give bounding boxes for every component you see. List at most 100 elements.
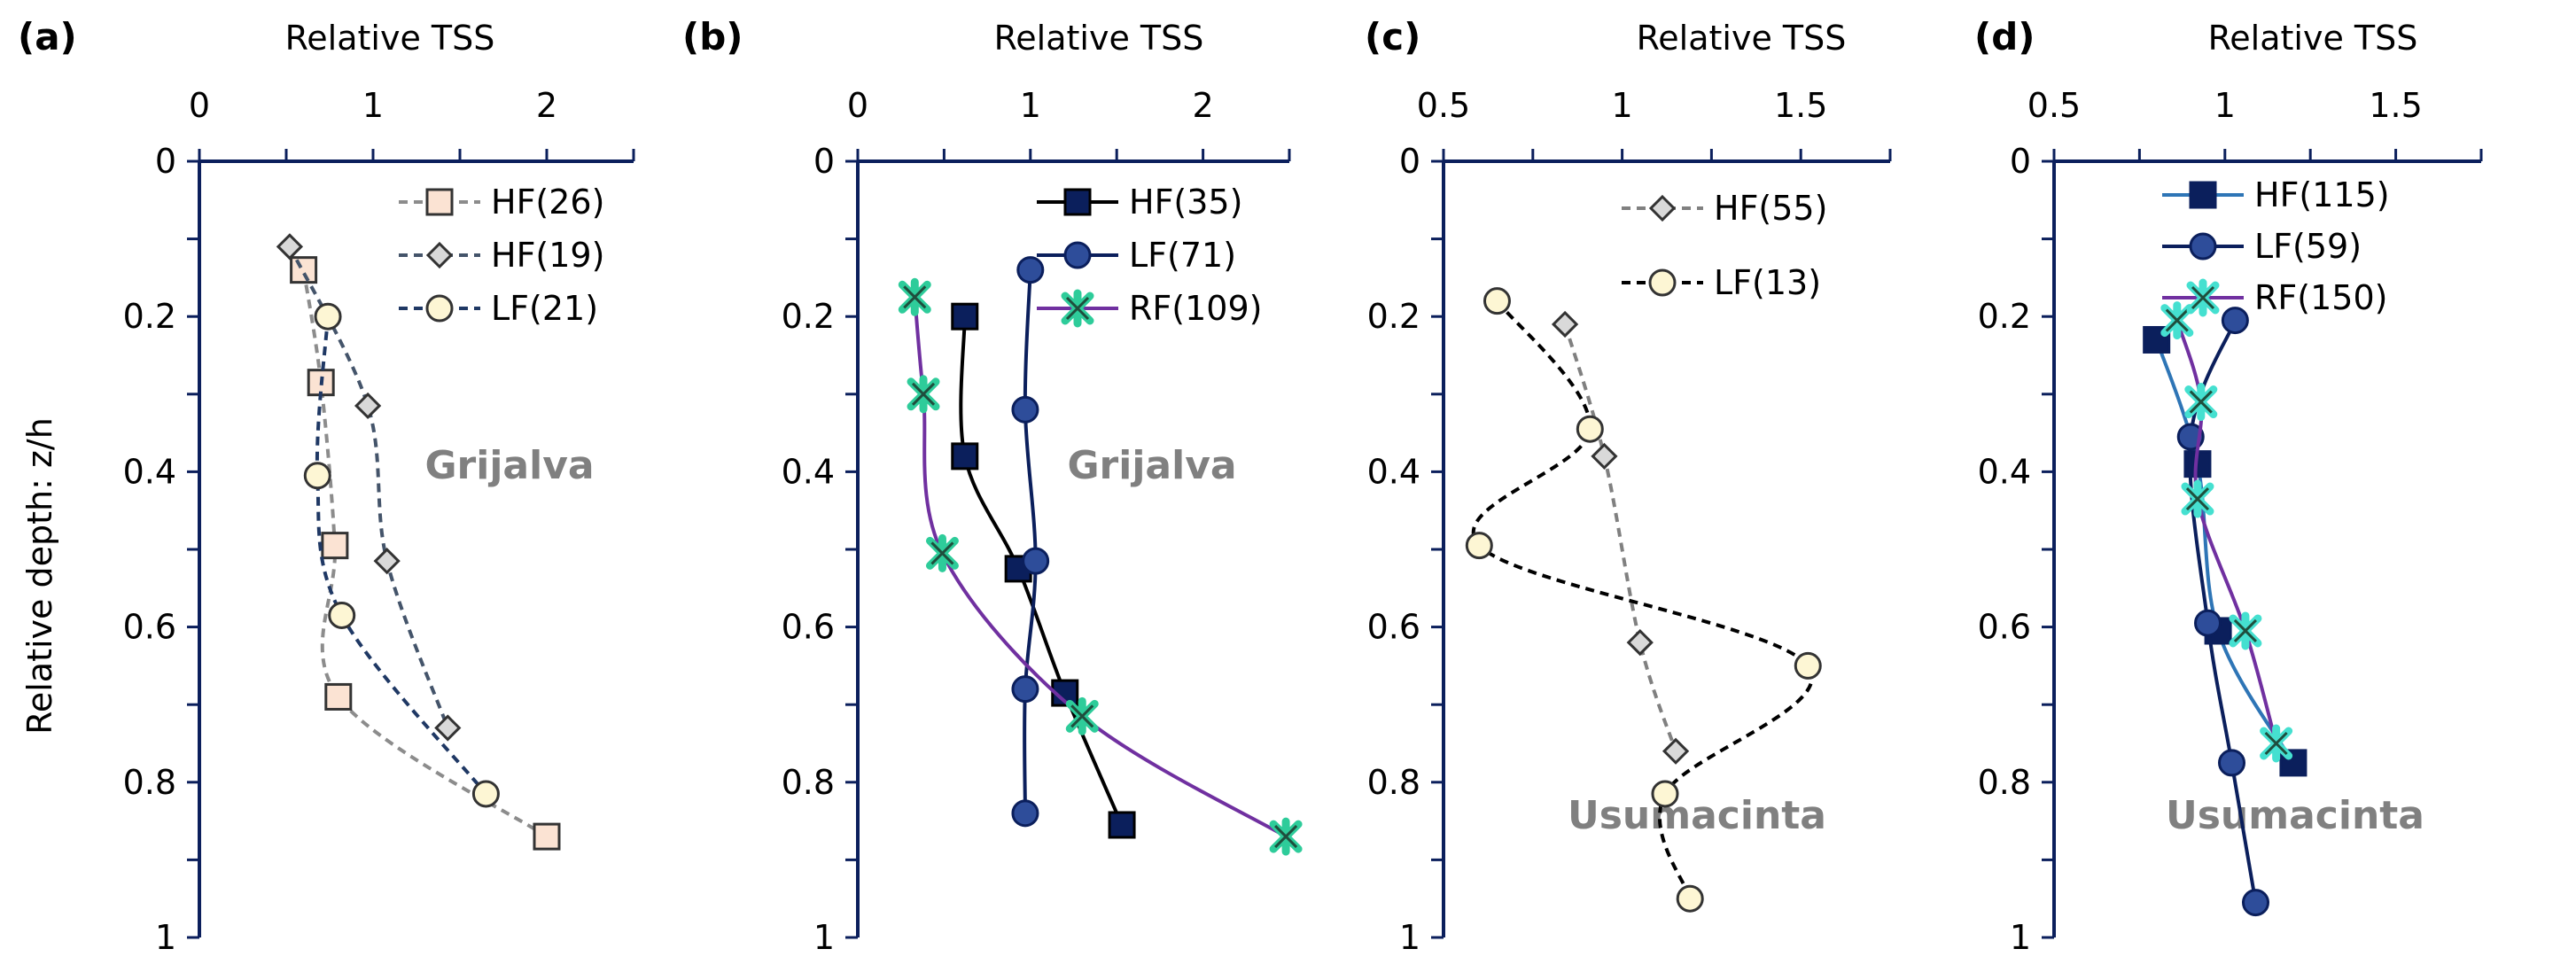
legend-marker-0 xyxy=(425,188,454,216)
x-axis-title: Relative TSS xyxy=(2208,19,2418,58)
data-point-1-3 xyxy=(1011,675,1039,704)
legend-label-1: LF(71) xyxy=(1129,236,1236,275)
y-axis-title: Relative depth: z/h xyxy=(20,417,59,735)
series-line-0 xyxy=(1563,323,1677,752)
series-2 xyxy=(898,277,1303,856)
series-0 xyxy=(2143,325,2308,777)
y-tick-label-5: 1 xyxy=(155,918,176,957)
data-point-1-0 xyxy=(2221,307,2249,335)
y-tick-label-4: 0.8 xyxy=(1367,763,1420,802)
x-tick-label-0: 0.5 xyxy=(1417,86,1470,125)
data-point-2-3-core xyxy=(2233,618,2258,643)
data-point-2-4-core xyxy=(2264,731,2288,756)
panel-label: (b) xyxy=(682,15,743,58)
legend-marker-0 xyxy=(2189,181,2217,209)
legend-label-2: RF(109) xyxy=(1129,289,1262,328)
data-point-0-3 xyxy=(2279,749,2308,777)
y-tick-label-2: 0.4 xyxy=(1367,452,1420,491)
x-axis-title: Relative TSS xyxy=(285,19,495,58)
legend-marker-2 xyxy=(425,294,454,323)
legend-marker-0 xyxy=(1063,188,1092,216)
y-tick-label-0: 0 xyxy=(155,142,176,181)
y-tick-label-0: 0 xyxy=(813,142,835,181)
data-point-0-2 xyxy=(321,532,349,560)
data-point-1-0 xyxy=(1483,287,1511,315)
x-tick-label-2: 1.5 xyxy=(1774,86,1827,125)
data-point-1-4 xyxy=(2242,889,2270,917)
data-point-0-4 xyxy=(533,822,561,851)
data-point-1-2 xyxy=(1022,547,1050,575)
chart-panel-0: (a) Relative TSS Relative depth: z/h 0 1 2 0 0.… xyxy=(18,15,635,957)
x-tick-label-0: 0.5 xyxy=(2027,86,2081,125)
data-point-1-4 xyxy=(1651,780,1679,808)
data-point-0-0 xyxy=(1551,310,1579,338)
legend-marker-2-core xyxy=(2191,285,2215,310)
legend-label-2: LF(21) xyxy=(491,289,598,328)
river-annotation: Usumacinta xyxy=(2166,793,2424,838)
series-2 xyxy=(2160,301,2293,763)
y-tick-label-5: 1 xyxy=(813,918,835,957)
data-point-0-2 xyxy=(1626,628,1654,657)
legend-label-2: RF(150) xyxy=(2254,278,2387,317)
data-point-0-3 xyxy=(1662,737,1690,765)
series-0 xyxy=(951,302,1136,839)
data-point-2-1-core xyxy=(2189,390,2213,414)
legend-label-0: HF(115) xyxy=(2254,175,2390,214)
data-point-2-3-core xyxy=(1070,704,1094,728)
legend-label-1: HF(19) xyxy=(491,236,604,275)
data-point-0-3 xyxy=(324,682,353,711)
data-point-1-2 xyxy=(373,548,401,575)
data-point-2-2-core xyxy=(2185,486,2210,511)
legend-label-1: LF(13) xyxy=(1714,263,1821,302)
data-point-1-3 xyxy=(1794,651,1822,680)
data-point-2-1-core xyxy=(911,382,936,406)
y-tick-label-1: 0.2 xyxy=(1978,297,2031,336)
y-tick-label-3: 0.6 xyxy=(1978,608,2031,647)
data-point-1-3 xyxy=(434,714,462,742)
x-tick-label-0: 0 xyxy=(189,86,210,125)
data-point-2-0-core xyxy=(903,285,927,309)
x-axis-title: Relative TSS xyxy=(994,19,1204,58)
legend-label-0: HF(55) xyxy=(1714,189,1827,228)
series-line-2 xyxy=(913,297,1288,838)
data-point-0-0 xyxy=(290,256,318,284)
series-line-2 xyxy=(315,316,487,796)
panel-label: (d) xyxy=(1974,15,2035,58)
data-point-0-1 xyxy=(951,442,979,471)
data-point-1-1 xyxy=(354,392,382,420)
data-point-2-3 xyxy=(471,780,500,808)
series-line-0 xyxy=(2154,338,2295,764)
series-line-0 xyxy=(301,269,549,838)
y-tick-label-1: 0.2 xyxy=(782,297,835,336)
y-tick-label-5: 1 xyxy=(1399,918,1420,957)
legend-marker-1 xyxy=(2189,232,2217,261)
data-point-1-0 xyxy=(1016,256,1045,284)
data-point-1-3 xyxy=(2218,749,2246,777)
legend-marker-1 xyxy=(425,241,454,269)
y-tick-label-3: 0.6 xyxy=(123,608,176,647)
y-tick-label-0: 0 xyxy=(2010,142,2031,181)
x-tick-label-0: 0 xyxy=(847,86,868,125)
data-point-0-1 xyxy=(1591,442,1618,471)
data-point-1-0 xyxy=(276,233,304,261)
data-point-1-1 xyxy=(1576,415,1604,443)
river-annotation: Usumacinta xyxy=(1568,793,1826,838)
y-tick-label-3: 0.6 xyxy=(782,608,835,647)
y-tick-label-4: 0.8 xyxy=(123,763,176,802)
panel-label: (c) xyxy=(1365,15,1420,58)
y-tick-label-5: 1 xyxy=(2010,918,2031,957)
y-tick-label-4: 0.8 xyxy=(782,763,835,802)
x-tick-label-2: 2 xyxy=(536,86,557,125)
x-tick-label-1: 1 xyxy=(2214,86,2236,125)
y-tick-label-3: 0.6 xyxy=(1367,608,1420,647)
y-tick-label-2: 0.4 xyxy=(123,452,176,491)
y-tick-label-2: 0.4 xyxy=(782,452,835,491)
x-tick-label-2: 2 xyxy=(1193,86,1214,125)
legend-label-0: HF(26) xyxy=(491,183,604,222)
legend-marker-1 xyxy=(1063,241,1092,269)
series-1 xyxy=(1465,287,1822,913)
data-point-2-0 xyxy=(314,302,342,331)
series-line-2 xyxy=(2175,320,2278,744)
x-tick-label-1: 1 xyxy=(362,86,384,125)
